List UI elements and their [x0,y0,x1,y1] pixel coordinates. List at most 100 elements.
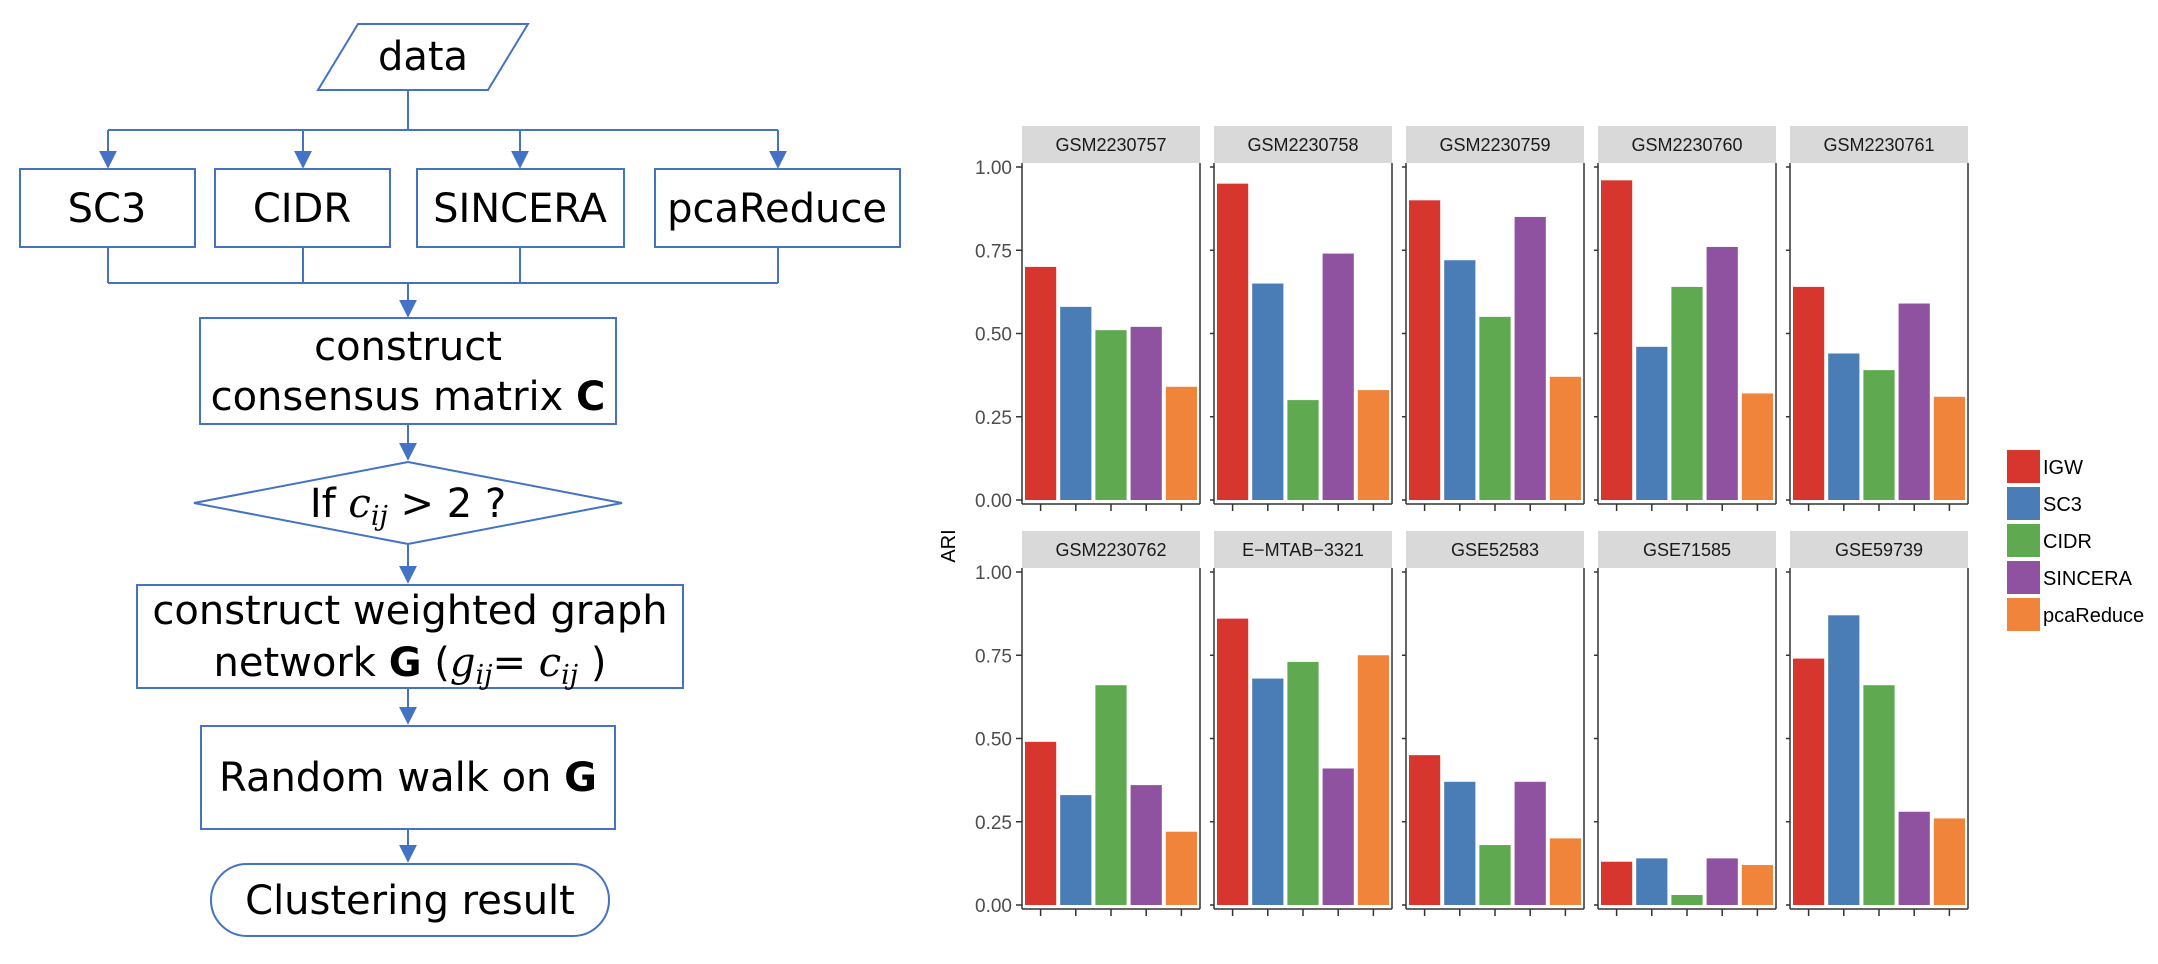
graph-text: = [492,640,538,686]
bar [1130,326,1162,500]
bar [1479,316,1511,500]
bar [1252,678,1284,905]
ari-bar-chart: GSM2230757 0.00 0.25 0.50 0.75 1.00 GSM2230758… [938,126,2144,917]
bar [1863,685,1895,905]
legend-swatch [2007,450,2040,483]
bar [1060,795,1092,905]
facet-strip-label: GSM2230761 [1823,135,1934,155]
var-g: g [450,640,476,686]
bar [1601,180,1633,500]
facet-strip [1022,531,1200,568]
facet-strip-label: GSE52583 [1451,540,1539,560]
legend-label: IGW [2043,457,2083,479]
y-tick-label: 0.25 [975,408,1012,429]
bar [1444,260,1476,500]
graph-box [136,584,684,689]
subscript: ij [371,501,388,532]
facet-strip-label: GSM2230760 [1631,135,1742,155]
bar [1479,845,1511,905]
method-box-pcareduce [654,168,901,248]
bar [1357,390,1389,500]
y-tick-label: 0.50 [975,325,1012,346]
bar [1514,216,1546,500]
var-c: c [348,481,370,527]
facet-strip-label: GSE71585 [1643,540,1731,560]
bar [1828,353,1860,500]
flowchart: data SC3 CIDR SINCERA pcaReduce construc… [19,23,901,937]
decision-text: If [310,481,349,527]
facet-strip [1406,126,1584,163]
bar [1793,658,1825,905]
bar [1549,838,1581,905]
facet-strip-label: GSM2230759 [1439,135,1550,155]
y-tick-label: 0.25 [975,813,1012,834]
facet-strip-label: GSE59739 [1835,540,1923,560]
bar [1252,283,1284,500]
y-tick-label: 0.00 [975,491,1012,512]
bar [1863,370,1895,500]
decision-label: If cij > 2 ? [310,481,506,532]
facet-strip-label: GSM2230757 [1055,135,1166,155]
y-tick-label: 0.75 [975,241,1012,262]
method-label: SC3 [68,186,147,232]
bar [1601,861,1633,905]
method-label: SINCERA [433,186,607,232]
subscript: ij [561,660,578,691]
result-label: Clustering result [245,878,575,924]
bar [1095,685,1127,905]
facet-strip [1214,126,1392,163]
bar [1549,376,1581,500]
y-tick-label: 1.00 [975,158,1012,179]
bar [1060,306,1092,500]
subscript: ij [475,660,492,691]
graph-line2: network G (gij= cij ) [214,640,607,691]
y-tick-label: 0.75 [975,646,1012,667]
bar [1706,858,1738,905]
bar [1741,393,1773,500]
y-tick-label: 0.50 [975,730,1012,751]
decision-text: > 2 ? [388,481,506,527]
bar [1322,768,1354,905]
legend-swatch [2007,524,2040,557]
method-label: pcaReduce [667,186,887,232]
bar [1287,661,1319,905]
consensus-box [199,317,617,425]
facet-strip [1022,126,1200,163]
bar [1741,865,1773,905]
bar [1933,396,1965,500]
consensus-line1: construct [314,324,502,370]
legend-swatch [2007,561,2040,594]
bar [1287,400,1319,500]
bar [1322,253,1354,500]
y-tick-label: 0.00 [975,896,1012,917]
bar [1898,811,1930,905]
bar [1165,386,1197,500]
facet-strip-label: E−MTAB−3321 [1242,540,1364,560]
bar [1933,818,1965,905]
random-walk-label: Random walk on G [219,755,597,801]
graph-symbol: G [389,640,422,686]
bar [1409,200,1441,501]
bar [1165,831,1197,905]
bar [1636,858,1668,905]
facet-strip [1790,126,1968,163]
facet-strip [1406,531,1584,568]
legend-label: SC3 [2043,494,2082,516]
bar [1217,618,1249,905]
bar [1444,781,1476,905]
data-label: data [378,34,468,80]
bar [1217,183,1249,500]
bar [1409,755,1441,905]
graph-text: ) [578,640,606,686]
walk-text: Random walk on [219,755,564,801]
var-c: c [539,640,561,686]
y-axis-label: ARI [938,529,960,562]
graph-text: network [214,640,389,686]
method-box-cidr [214,168,391,248]
method-label: CIDR [253,186,351,232]
bar [1706,246,1738,500]
legend-label: CIDR [2043,531,2092,553]
legend-swatch [2007,487,2040,520]
facet-strip [1214,531,1392,568]
